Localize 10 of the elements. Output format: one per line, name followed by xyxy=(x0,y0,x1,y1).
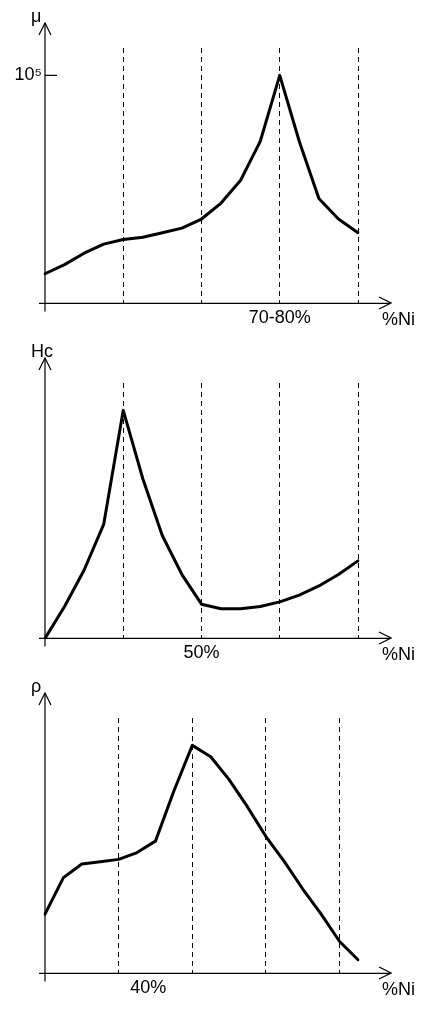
text: 70-80% xyxy=(248,307,311,328)
x-axis-title: %Ni xyxy=(382,979,416,1000)
y-axis-title: Hc xyxy=(31,340,53,361)
text: 40% xyxy=(130,977,167,998)
text: 50% xyxy=(183,642,220,663)
x-axis-title: %Ni xyxy=(382,644,416,665)
annotation: 10⁵ xyxy=(14,64,42,85)
y-axis-title: μ xyxy=(31,5,42,26)
x-axis-title: %Ni xyxy=(382,309,416,330)
y-axis-title: ρ xyxy=(31,675,42,696)
